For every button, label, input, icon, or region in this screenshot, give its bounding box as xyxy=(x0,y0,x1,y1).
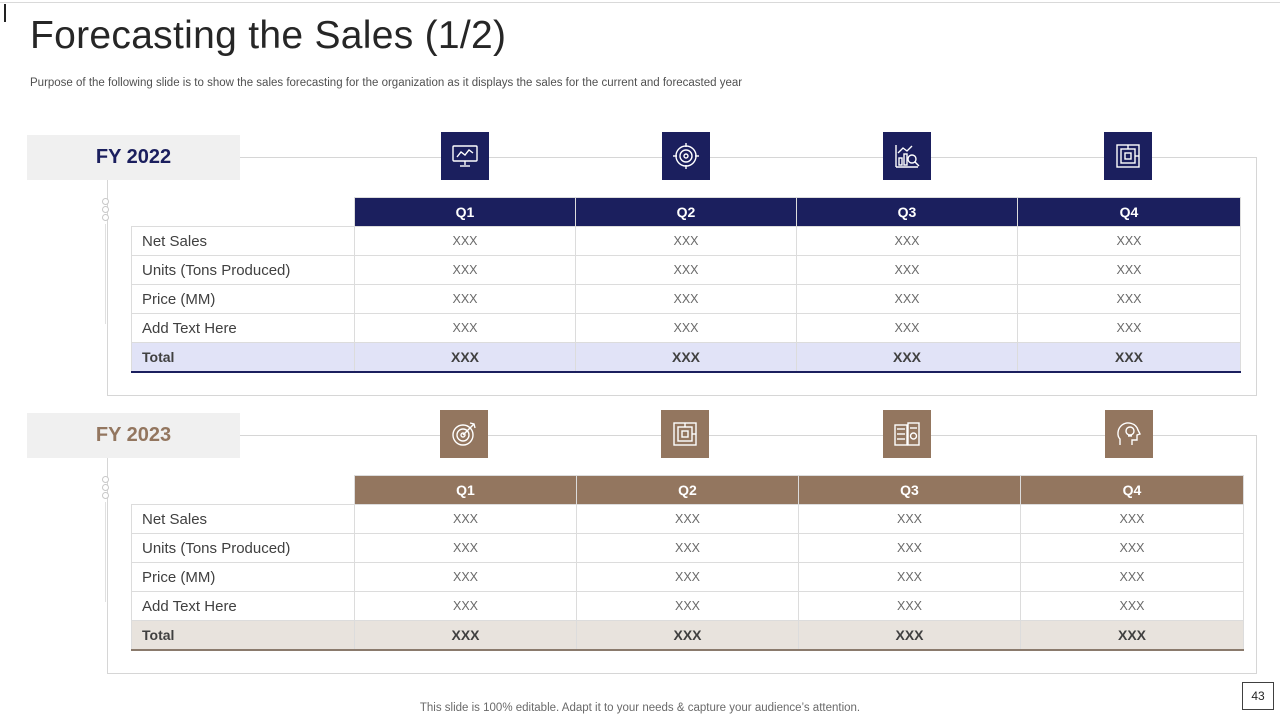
cell-value: XXX xyxy=(354,313,576,343)
total-row: Total XXX XXX XXX XXX xyxy=(131,342,1241,373)
header-q2: Q2 xyxy=(575,197,797,227)
target-arrow-icon xyxy=(440,410,488,458)
header-blank-cell xyxy=(131,197,355,227)
header-q1: Q1 xyxy=(354,475,577,505)
cell-value: XXX xyxy=(576,533,799,563)
total-label: Total xyxy=(131,342,355,373)
total-value: XXX xyxy=(798,620,1021,651)
total-value: XXX xyxy=(354,342,576,373)
cell-value: XXX xyxy=(1017,226,1241,256)
table-header-row: Q1 Q2 Q3 Q4 xyxy=(131,197,1241,227)
fy2023-table: Q1 Q2 Q3 Q4 Net Sales XXX XXX XXX XXX Un… xyxy=(131,475,1244,651)
header-q1: Q1 xyxy=(354,197,576,227)
row-label: Add Text Here xyxy=(131,313,355,343)
table-row: Units (Tons Produced) XXX XXX XXX XXX xyxy=(131,255,1241,285)
cell-value: XXX xyxy=(575,284,797,314)
cell-value: XXX xyxy=(1020,533,1244,563)
total-row: Total XXX XXX XXX XXX xyxy=(131,620,1244,651)
page-title: Forecasting the Sales (1/2) xyxy=(30,14,507,57)
row-label: Net Sales xyxy=(131,504,355,534)
row-label: Price (MM) xyxy=(131,284,355,314)
cell-value: XXX xyxy=(354,504,577,534)
cell-value: XXX xyxy=(354,284,576,314)
cell-value: XXX xyxy=(575,313,797,343)
fy2022-connector-dots xyxy=(102,198,112,324)
table-row: Add Text Here XXX XXX XXX XXX xyxy=(131,313,1241,343)
cell-value: XXX xyxy=(1020,504,1244,534)
chart-magnifier-icon xyxy=(883,132,931,180)
row-label: Units (Tons Produced) xyxy=(131,533,355,563)
row-label: Price (MM) xyxy=(131,562,355,592)
table-row: Price (MM) XXX XXX XXX XXX xyxy=(131,284,1241,314)
page-subtitle: Purpose of the following slide is to sho… xyxy=(30,77,743,89)
table-row: Add Text Here XXX XXX XXX XXX xyxy=(131,591,1244,621)
cell-value: XXX xyxy=(1017,313,1241,343)
cell-value: XXX xyxy=(796,226,1018,256)
cell-value: XXX xyxy=(1020,562,1244,592)
cell-value: XXX xyxy=(1020,591,1244,621)
table-header-row: Q1 Q2 Q3 Q4 xyxy=(131,475,1244,505)
cell-value: XXX xyxy=(576,591,799,621)
cell-value: XXX xyxy=(796,284,1018,314)
top-rule xyxy=(0,2,1280,3)
maze-icon xyxy=(661,410,709,458)
table-row: Price (MM) XXX XXX XXX XXX xyxy=(131,562,1244,592)
cell-value: XXX xyxy=(798,562,1021,592)
maze-icon xyxy=(1104,132,1152,180)
total-value: XXX xyxy=(576,620,799,651)
total-value: XXX xyxy=(354,620,577,651)
cell-value: XXX xyxy=(354,255,576,285)
cell-value: XXX xyxy=(796,255,1018,285)
row-label: Net Sales xyxy=(131,226,355,256)
cell-value: XXX xyxy=(354,226,576,256)
cell-value: XXX xyxy=(798,533,1021,563)
total-value: XXX xyxy=(575,342,797,373)
total-label: Total xyxy=(131,620,355,651)
fy2022-label: FY 2022 xyxy=(27,135,240,180)
cell-value: XXX xyxy=(798,504,1021,534)
total-value: XXX xyxy=(1020,620,1244,651)
calculator-document-icon xyxy=(883,410,931,458)
header-q3: Q3 xyxy=(796,197,1018,227)
fy2023-label: FY 2023 xyxy=(27,413,240,458)
header-q2: Q2 xyxy=(576,475,799,505)
table-row: Net Sales XXX XXX XXX XXX xyxy=(131,226,1241,256)
cell-value: XXX xyxy=(575,226,797,256)
header-blank-cell xyxy=(131,475,355,505)
header-q4: Q4 xyxy=(1020,475,1244,505)
text-cursor-mark xyxy=(4,4,6,22)
footer-note: This slide is 100% editable. Adapt it to… xyxy=(419,702,861,714)
total-value: XXX xyxy=(796,342,1018,373)
table-row: Net Sales XXX XXX XXX XXX xyxy=(131,504,1244,534)
target-gear-icon xyxy=(662,132,710,180)
row-label: Add Text Here xyxy=(131,591,355,621)
head-lightbulb-icon xyxy=(1105,410,1153,458)
header-q4: Q4 xyxy=(1017,197,1241,227)
page-number: 43 xyxy=(1242,682,1274,710)
total-value: XXX xyxy=(1017,342,1241,373)
fy2023-section: FY 2023 Q1 xyxy=(0,406,1280,678)
cell-value: XXX xyxy=(1017,255,1241,285)
cell-value: XXX xyxy=(576,562,799,592)
cell-value: XXX xyxy=(354,591,577,621)
header-q3: Q3 xyxy=(798,475,1021,505)
monitor-chart-icon xyxy=(441,132,489,180)
cell-value: XXX xyxy=(796,313,1018,343)
fy2022-section: FY 2022 xyxy=(0,128,1280,400)
fy2023-connector-dots xyxy=(102,476,112,602)
cell-value: XXX xyxy=(1017,284,1241,314)
cell-value: XXX xyxy=(576,504,799,534)
cell-value: XXX xyxy=(575,255,797,285)
cell-value: XXX xyxy=(354,562,577,592)
cell-value: XXX xyxy=(354,533,577,563)
fy2022-table: Q1 Q2 Q3 Q4 Net Sales XXX XXX XXX XXX Un… xyxy=(131,197,1241,373)
cell-value: XXX xyxy=(798,591,1021,621)
table-row: Units (Tons Produced) XXX XXX XXX XXX xyxy=(131,533,1244,563)
row-label: Units (Tons Produced) xyxy=(131,255,355,285)
